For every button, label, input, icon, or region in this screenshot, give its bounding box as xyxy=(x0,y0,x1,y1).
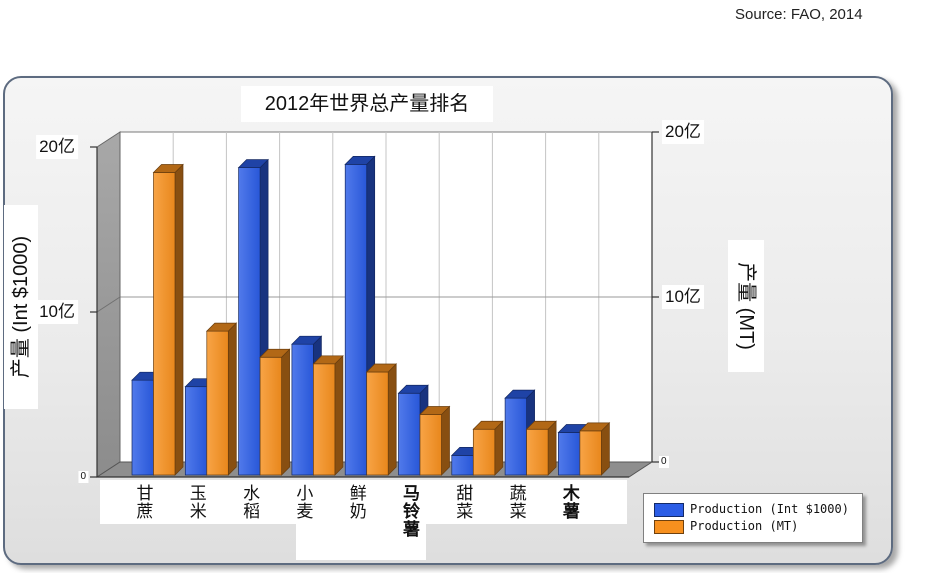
bar-front xyxy=(526,428,549,476)
x-tick-label: 蔬菜 xyxy=(509,484,527,521)
bar-series1-5 xyxy=(419,405,451,476)
bar-front xyxy=(206,330,229,476)
bar-series1-6 xyxy=(472,420,504,476)
bar-top xyxy=(291,335,323,345)
left-tick-label: 10亿 xyxy=(36,300,78,324)
source-note: Source: FAO, 2014 xyxy=(735,6,863,23)
y-axis-label-right: 产量 (MT) xyxy=(728,240,764,372)
category-label-background xyxy=(100,480,627,524)
legend-swatch xyxy=(654,503,684,517)
bar-front xyxy=(366,371,389,476)
legend-label: Production (MT) xyxy=(690,519,799,533)
bar-series1-0 xyxy=(152,163,184,476)
legend-item: Production (Int $1000) xyxy=(654,502,854,517)
bar-front xyxy=(558,432,581,476)
bar-front xyxy=(131,379,154,476)
bar-top xyxy=(259,348,291,358)
bar-top xyxy=(579,422,611,432)
x-tick-label: 玉米 xyxy=(189,484,207,521)
bars xyxy=(131,155,611,476)
bar-side xyxy=(601,422,610,476)
legend-swatch xyxy=(654,520,684,534)
bar-top xyxy=(365,363,398,373)
wall-gridline xyxy=(96,296,121,313)
chart-title: 2012年世界总产量排名 xyxy=(241,86,493,122)
bar-front xyxy=(398,392,421,476)
bar-front xyxy=(344,164,368,476)
x-tick-label: 甜菜 xyxy=(456,484,474,521)
bar-side xyxy=(174,163,184,476)
bar-top xyxy=(205,322,238,332)
right-tick-label: 0 xyxy=(659,456,669,468)
bar-front xyxy=(259,356,282,476)
right-tick-label: 10亿 xyxy=(662,285,704,309)
left-tick-label: 0 xyxy=(78,471,88,483)
x-tick-label: 马铃薯 xyxy=(403,484,420,539)
bar-front xyxy=(504,397,527,476)
legend-label: Production (Int $1000) xyxy=(690,502,849,516)
bar-front xyxy=(313,363,336,476)
x-tick-label: 水稻 xyxy=(243,484,261,521)
bar-top xyxy=(397,384,429,394)
bar-series1-8 xyxy=(579,422,611,476)
bar-side xyxy=(387,363,397,476)
bar-side xyxy=(494,420,504,476)
bar-side xyxy=(547,420,557,476)
bar-side xyxy=(227,322,237,476)
axis-ticks xyxy=(90,131,659,478)
x-tick-label: 木薯 xyxy=(562,484,580,521)
bar-top xyxy=(504,389,536,399)
bar-front xyxy=(153,172,176,476)
left-wall-gridlines xyxy=(96,296,121,313)
bar-top xyxy=(344,156,376,165)
bar-series1-3 xyxy=(312,354,344,476)
x-tick-label: 鲜奶 xyxy=(349,484,367,521)
bar-front xyxy=(451,455,474,476)
legend-item: Production (MT) xyxy=(654,519,854,534)
bar-side xyxy=(334,354,344,476)
right-tick-label: 20亿 xyxy=(662,120,704,144)
bar-top xyxy=(525,420,557,430)
bar-top xyxy=(237,159,269,168)
bar-series1-2 xyxy=(259,348,291,476)
bar-series1-7 xyxy=(525,420,557,476)
left-tick-label: 20亿 xyxy=(36,135,78,159)
bar-front xyxy=(184,386,208,476)
bar-front xyxy=(238,167,261,476)
bar-front xyxy=(472,428,496,476)
x-tick-label: 甘蔗 xyxy=(136,484,154,521)
bar-series1-4 xyxy=(365,363,398,476)
category-label-background xyxy=(296,524,426,560)
bar-top xyxy=(312,355,344,365)
bar-top xyxy=(419,406,451,415)
bar-side xyxy=(441,405,450,476)
y-axis-label-left: 产量 (Int $1000) xyxy=(4,205,38,409)
bar-front xyxy=(579,430,602,476)
bar-side xyxy=(281,348,290,476)
bar-front xyxy=(291,343,314,476)
bar-front xyxy=(419,414,442,476)
bar-top xyxy=(472,420,504,430)
legend: Production (Int $1000) Production (MT) xyxy=(643,493,863,543)
bar-series1-1 xyxy=(205,322,238,476)
bar-top xyxy=(152,164,184,173)
x-tick-label: 小麦 xyxy=(296,484,314,521)
